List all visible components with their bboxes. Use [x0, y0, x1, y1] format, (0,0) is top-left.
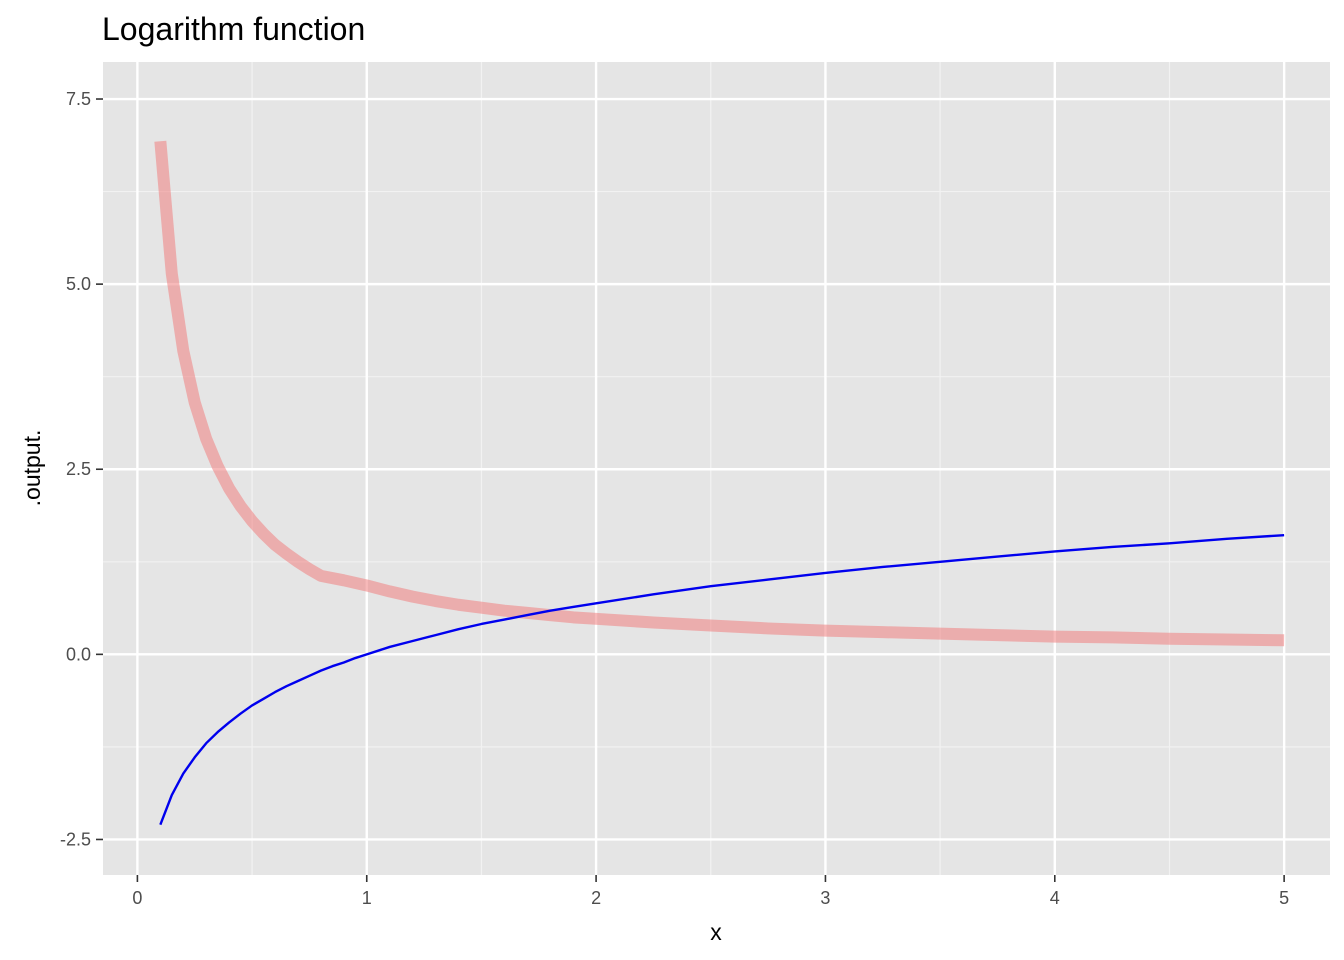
- logarithm-series-line: [159, 533, 1285, 826]
- x-tick-label: 2: [591, 888, 601, 908]
- x-tick-label: 4: [1050, 888, 1060, 908]
- y-tick-label: 2.5: [66, 459, 91, 479]
- x-axis: 0 1 2 3 4 5: [132, 875, 1289, 908]
- x-tick-label: 5: [1279, 888, 1289, 908]
- y-axis: -2.5 0.0 2.5 5.0 7.5: [60, 89, 103, 849]
- y-tick-label: 5.0: [66, 274, 91, 294]
- major-gridlines: [103, 62, 1330, 875]
- chart-title: Logarithm function: [102, 11, 365, 47]
- series-layer: [154, 140, 1285, 826]
- x-tick-label: 0: [132, 888, 142, 908]
- y-tick-label: 0.0: [66, 644, 91, 664]
- x-tick-label: 1: [362, 888, 372, 908]
- reciprocal-series-line: [154, 140, 1285, 647]
- x-axis-title: x: [710, 919, 722, 945]
- y-axis-title: .output.: [19, 430, 45, 507]
- x-tick-label: 3: [820, 888, 830, 908]
- y-tick-label: -2.5: [60, 829, 91, 849]
- y-tick-label: 7.5: [66, 89, 91, 109]
